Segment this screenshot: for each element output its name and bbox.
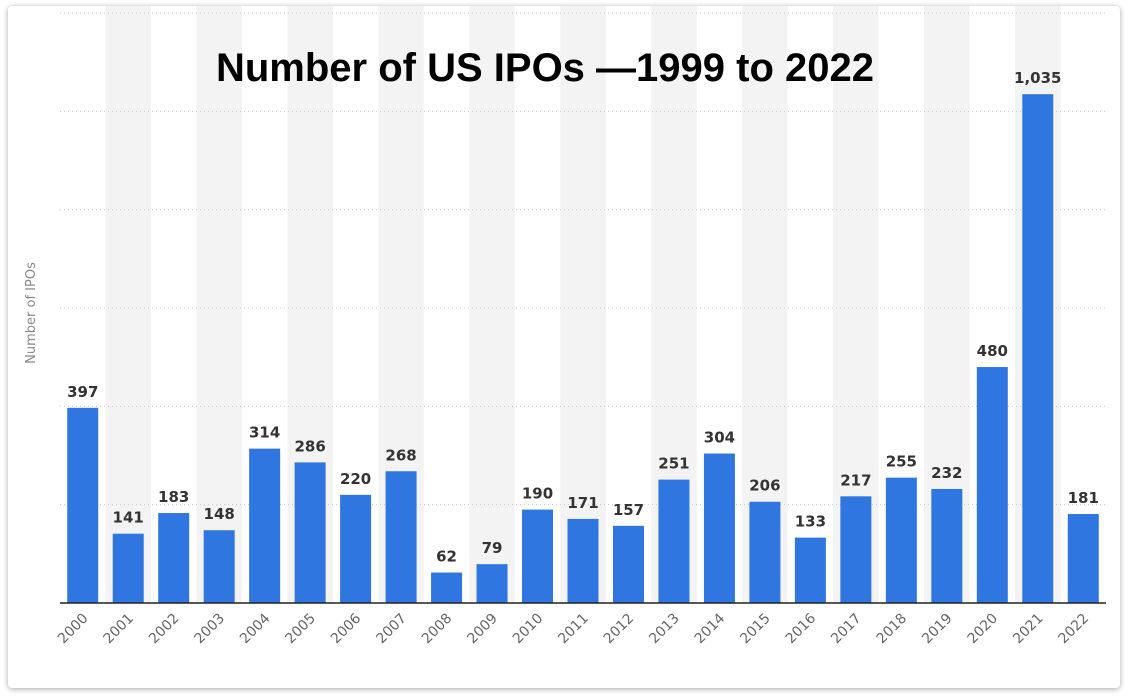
- value-label: 79: [482, 539, 503, 557]
- bar: [112, 533, 144, 603]
- bar: [658, 479, 690, 603]
- x-tick-label: 2000: [55, 611, 92, 648]
- value-label: 157: [613, 501, 644, 519]
- x-tick-label: 2013: [646, 611, 683, 648]
- x-tick-label: 2017: [828, 611, 865, 648]
- bar: [476, 564, 508, 603]
- value-label: 255: [886, 453, 917, 471]
- column-stripe: [560, 6, 606, 603]
- bar: [294, 462, 326, 603]
- chart-title: Number of US IPOs —1999 to 2022: [216, 46, 874, 90]
- x-tick-label: 2008: [419, 611, 456, 648]
- value-label: 217: [840, 471, 871, 489]
- bar: [703, 453, 735, 603]
- value-label: 232: [931, 464, 962, 482]
- x-tick-label: 2005: [282, 611, 319, 648]
- bar-chart: 397 141 183 148 314 286 220 268 62 79 190 171 157 251…: [24, 6, 1106, 647]
- bar: [840, 496, 872, 603]
- x-tick-label: 2003: [191, 611, 228, 648]
- value-label: 190: [522, 485, 553, 503]
- x-tick-label: 2010: [510, 611, 547, 648]
- bar: [976, 367, 1008, 603]
- column-stripes: [105, 6, 1061, 603]
- bar: [794, 537, 826, 603]
- chart-card: 397 141 183 148 314 286 220 268 62 79 190 171 157 251…: [8, 6, 1120, 688]
- value-labels: 397 141 183 148 314 286 220 268 62 79 190 171 157 251…: [67, 69, 1099, 565]
- x-tick-label: 2009: [464, 611, 501, 648]
- column-stripe: [196, 6, 242, 603]
- value-label: 181: [1068, 489, 1099, 507]
- value-label: 141: [113, 509, 144, 527]
- x-tick-label: 2011: [555, 611, 592, 648]
- column-stripe: [105, 6, 151, 603]
- value-label: 251: [658, 455, 689, 473]
- bar: [931, 488, 963, 603]
- value-label: 480: [977, 342, 1008, 360]
- bar: [158, 513, 190, 603]
- x-tick-label: 2016: [783, 610, 820, 647]
- value-label: 133: [795, 513, 826, 531]
- x-tick-label: 2019: [919, 611, 956, 648]
- bar: [885, 477, 917, 603]
- bar: [1067, 514, 1099, 603]
- value-label: 1,035: [1014, 69, 1061, 87]
- x-tick-label: 2018: [874, 611, 911, 648]
- bar: [249, 448, 281, 603]
- bars: [67, 94, 1099, 603]
- value-label: 268: [385, 446, 416, 464]
- value-label: 314: [249, 424, 280, 442]
- column-stripe: [469, 6, 515, 603]
- x-tick-label: 2022: [1056, 611, 1093, 648]
- x-tick-label: 2014: [692, 610, 729, 647]
- bar: [385, 471, 417, 603]
- value-label: 62: [436, 548, 457, 566]
- bar: [67, 407, 99, 603]
- bar: [340, 494, 372, 603]
- bar: [567, 518, 599, 603]
- x-tick-label: 2004: [237, 610, 274, 647]
- bar: [203, 530, 235, 603]
- bar: [1022, 94, 1054, 603]
- y-axis-label: Number of IPOs: [24, 262, 39, 364]
- x-tick-label: 2006: [328, 610, 365, 647]
- x-tick-labels: 2000 2001 2002 2003 2004 2005 2006 2007 2008 2009…: [55, 610, 1092, 647]
- x-tick-label: 2007: [373, 611, 410, 648]
- bar: [612, 525, 644, 603]
- value-label: 220: [340, 470, 371, 488]
- bar: [522, 509, 554, 603]
- x-tick-label: 2015: [737, 611, 774, 648]
- value-label: 397: [67, 383, 98, 401]
- bar: [749, 501, 781, 603]
- value-label: 171: [567, 494, 598, 512]
- x-tick-label: 2001: [101, 611, 138, 648]
- x-tick-label: 2020: [965, 611, 1002, 648]
- x-tick-label: 2021: [1010, 611, 1047, 648]
- x-tick-label: 2012: [601, 611, 638, 648]
- value-label: 304: [704, 429, 735, 447]
- value-label: 183: [158, 488, 189, 506]
- value-label: 148: [204, 505, 235, 523]
- value-label: 206: [749, 477, 780, 495]
- value-label: 286: [294, 437, 325, 455]
- bar: [431, 572, 463, 603]
- x-tick-label: 2002: [146, 611, 183, 648]
